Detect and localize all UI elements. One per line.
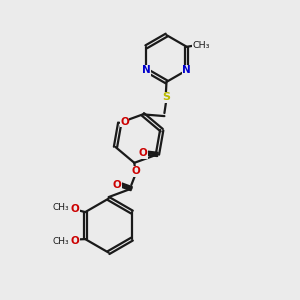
Text: CH₃: CH₃: [53, 237, 70, 246]
Text: O: O: [70, 204, 79, 214]
Text: N: N: [142, 65, 151, 75]
Text: N: N: [182, 65, 191, 75]
Text: CH₃: CH₃: [53, 203, 70, 212]
Text: O: O: [112, 180, 121, 190]
Text: O: O: [70, 236, 79, 246]
Text: CH₃: CH₃: [192, 41, 210, 50]
Text: S: S: [162, 92, 170, 103]
Text: O: O: [131, 166, 140, 176]
Text: O: O: [120, 117, 129, 127]
Text: O: O: [139, 148, 147, 158]
